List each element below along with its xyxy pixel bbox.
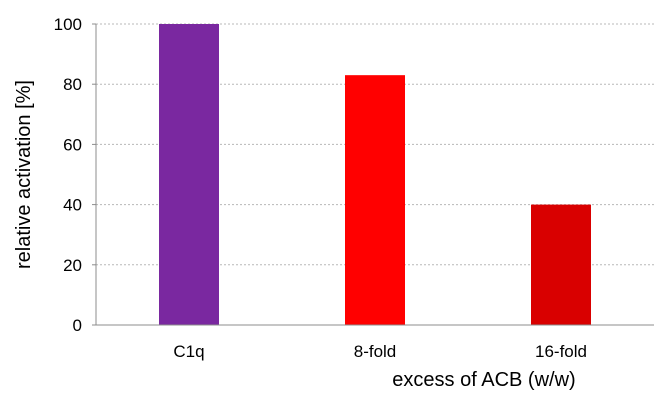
axes	[95, 24, 654, 326]
bar-c1q	[159, 24, 219, 325]
y-tick-label: 80	[63, 75, 82, 94]
y-tick-label: 0	[73, 316, 82, 335]
bar-16-fold	[531, 204, 591, 325]
x-tick-label: 16-fold	[535, 342, 587, 361]
y-tick-label: 100	[54, 15, 82, 34]
y-axis-title: relative activation [%]	[13, 80, 35, 269]
x-axis-title: excess of ACB (w/w)	[392, 369, 575, 391]
x-tick-label: 8-fold	[354, 342, 397, 361]
y-tick-labels: 0 20 40 60 80 100	[54, 15, 96, 335]
x-tick-label: C1q	[173, 342, 204, 361]
x-tick-labels: C1q 8-fold 16-fold	[173, 342, 587, 361]
bars	[159, 24, 591, 325]
y-tick-label: 60	[63, 135, 82, 154]
y-tick-label: 40	[63, 196, 82, 215]
bar-8-fold	[345, 75, 405, 325]
y-tick-label: 20	[63, 256, 82, 275]
